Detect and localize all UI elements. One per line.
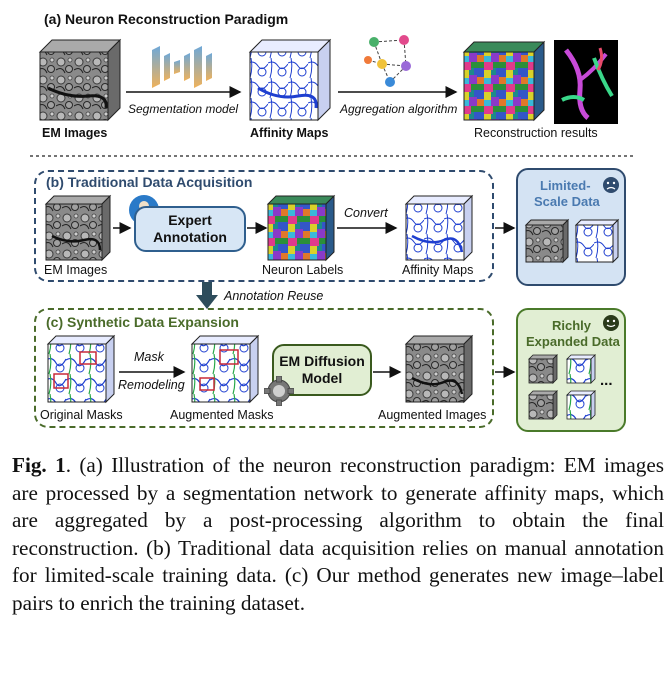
section-b-title: (b) Traditional Data Acquisition bbox=[46, 174, 253, 190]
neuron-3d-render bbox=[554, 40, 618, 124]
arrow-remodel bbox=[119, 366, 186, 378]
richly-line1: Richly bbox=[552, 318, 592, 333]
augmented-masks-label: Augmented Masks bbox=[170, 408, 274, 422]
affinity-map-cube-b bbox=[404, 194, 474, 262]
affinity-maps-label-b: Affinity Maps bbox=[402, 263, 474, 277]
expert-line1: Expert bbox=[168, 212, 212, 228]
arrow-seg bbox=[126, 86, 242, 98]
section-b-box bbox=[34, 170, 494, 282]
rich-mask-cube-1 bbox=[566, 354, 596, 384]
diffusion-line1: EM Diffusion bbox=[279, 353, 365, 369]
arrow-convert bbox=[337, 222, 398, 234]
richly-line2: Expanded Data bbox=[526, 334, 620, 349]
caption-text: . (a) Illustration of the neuron reconst… bbox=[12, 453, 664, 615]
section-divider bbox=[30, 155, 636, 157]
augmented-images-label: Augmented Images bbox=[378, 408, 487, 422]
neuron-labels-cube bbox=[266, 194, 336, 262]
neuron-labels-label: Neuron Labels bbox=[262, 263, 344, 277]
limited-line2: Scale Data bbox=[534, 194, 600, 209]
annotation-reuse-arrow bbox=[196, 282, 218, 309]
section-a-title: (a) Neuron Reconstruction Paradigm bbox=[44, 11, 289, 27]
section-c-title: (c) Synthetic Data Expansion bbox=[46, 314, 239, 330]
aggregation-algorithm-label: Aggregation algorithm bbox=[340, 102, 458, 116]
em-images-label-b: EM Images bbox=[44, 263, 108, 277]
expert-line2: Annotation bbox=[153, 229, 227, 245]
arrow-b1 bbox=[113, 222, 132, 234]
graph-icon bbox=[364, 35, 411, 87]
em-image-cube-b bbox=[44, 194, 112, 262]
diffusion-line2: Model bbox=[301, 370, 343, 386]
augmented-images-cube bbox=[404, 334, 474, 404]
rich-em-cube-2 bbox=[528, 390, 558, 420]
em-images-label: EM Images bbox=[42, 126, 108, 140]
expert-annotation-box: Expert Annotation bbox=[134, 206, 246, 252]
sad-face-icon bbox=[603, 177, 619, 193]
reconstruction-cube bbox=[462, 40, 546, 122]
arrow-to-limited bbox=[495, 222, 516, 234]
limited-em-cube bbox=[524, 218, 570, 264]
limited-line1: Limited- bbox=[540, 178, 591, 193]
annotation-reuse-label: Annotation Reuse bbox=[224, 289, 324, 303]
section-c-box bbox=[34, 308, 494, 428]
affinity-map-cube bbox=[248, 38, 332, 122]
neural-network-icon bbox=[152, 46, 212, 88]
arrow-to-richly bbox=[495, 366, 516, 378]
gear-icon bbox=[264, 376, 294, 406]
augmented-masks-cube bbox=[190, 334, 260, 404]
affinity-maps-label-a: Affinity Maps bbox=[250, 126, 329, 140]
segmentation-model-label: Segmentation model bbox=[128, 102, 239, 116]
rich-mask-cube-2 bbox=[566, 390, 596, 420]
mask-label: Mask bbox=[134, 350, 164, 364]
rich-em-cube-1 bbox=[528, 354, 558, 384]
original-masks-cube bbox=[46, 334, 116, 404]
happy-face-icon bbox=[603, 315, 619, 331]
em-image-cube bbox=[38, 38, 122, 122]
arrow-aggregation bbox=[338, 86, 458, 98]
convert-label: Convert bbox=[344, 206, 388, 220]
figure-label: Fig. 1 bbox=[12, 453, 66, 477]
reconstruction-results-label: Reconstruction results bbox=[474, 126, 598, 140]
original-masks-label: Original Masks bbox=[40, 408, 123, 422]
figure-caption: Fig. 1. (a) Illustration of the neuron r… bbox=[12, 452, 664, 617]
remodeling-label: Remodeling bbox=[118, 378, 185, 392]
limited-affinity-cube bbox=[574, 218, 620, 264]
arrow-b2 bbox=[247, 222, 268, 234]
ellipsis-label: ... bbox=[600, 372, 613, 389]
arrow-c3 bbox=[373, 366, 402, 378]
